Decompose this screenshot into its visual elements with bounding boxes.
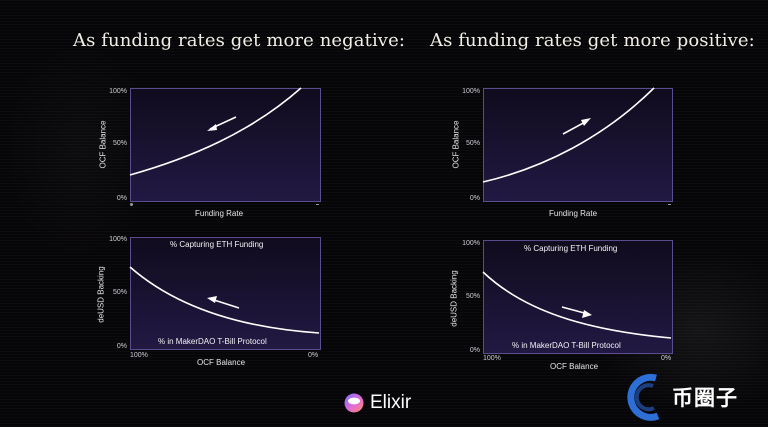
balance-curve <box>129 87 302 176</box>
x-axis-label: Funding Rate <box>195 209 244 218</box>
tick-label-100: 100% <box>109 88 127 95</box>
plot-panel <box>130 237 321 350</box>
x-tick-label-0: 0% <box>661 355 672 362</box>
elixir-logo: Elixir <box>344 392 411 414</box>
elixir-logo-text: Elixir <box>370 392 412 413</box>
tick-label-0: 0% <box>469 195 480 202</box>
x-tick-label-0: 0% <box>308 352 319 359</box>
tick-label-50: 50% <box>112 140 127 147</box>
tick-label-50: 50% <box>112 289 127 296</box>
tick-label-50: 50% <box>465 293 480 300</box>
heading-negative: As funding rates get more negative: <box>73 30 405 51</box>
tick-label-0: 0% <box>469 347 480 354</box>
x-axis-label: OCF Balance <box>197 358 246 367</box>
y-axis-label: deUSD Backing <box>96 266 106 323</box>
tick-label-100: 100% <box>462 240 480 247</box>
axis-end-marker <box>668 204 671 205</box>
arrow-right-icon <box>562 118 591 135</box>
arrow-left-icon <box>207 296 240 309</box>
arrow-left-icon <box>207 116 237 131</box>
x-tick-label-100: 100% <box>483 355 501 362</box>
tick-label-0: 0% <box>116 195 127 202</box>
backing-curve <box>482 271 672 339</box>
balance-curve <box>482 87 655 183</box>
y-axis-label: deUSD Backing <box>449 270 459 327</box>
tick-label-0: 0% <box>116 343 127 350</box>
x-axis-label: OCF Balance <box>550 362 599 371</box>
y-axis-label: OCF Balance <box>98 120 108 169</box>
x-tick-label-100: 100% <box>130 352 148 359</box>
axis-end-marker <box>316 204 319 205</box>
watermark: 币圈子 <box>626 372 738 422</box>
plot-panel <box>130 88 321 202</box>
watermark-text: 币圈子 <box>672 387 738 410</box>
watermark-emblem-icon <box>627 373 660 421</box>
arrow-right-icon <box>561 306 592 318</box>
x-axis-label: Funding Rate <box>549 209 598 218</box>
y-axis-label: OCF Balance <box>451 120 461 169</box>
capturing-label: % Capturing ETH Funding <box>524 244 618 253</box>
makerdao-label: % in MakerDAO T-Bill Protocol <box>512 341 621 350</box>
makerdao-label: % in MakerDAO T-Bill Protocol <box>158 337 267 346</box>
backing-curve <box>129 266 320 334</box>
capturing-label: % Capturing ETH Funding <box>170 240 264 249</box>
tick-label-100: 100% <box>462 88 480 95</box>
tick-label-100: 100% <box>109 236 127 243</box>
tick-label-50: 50% <box>465 140 480 147</box>
heading-positive: As funding rates get more positive: <box>430 30 755 51</box>
axis-start-marker <box>130 203 133 206</box>
elixir-logo-icon <box>344 393 364 413</box>
